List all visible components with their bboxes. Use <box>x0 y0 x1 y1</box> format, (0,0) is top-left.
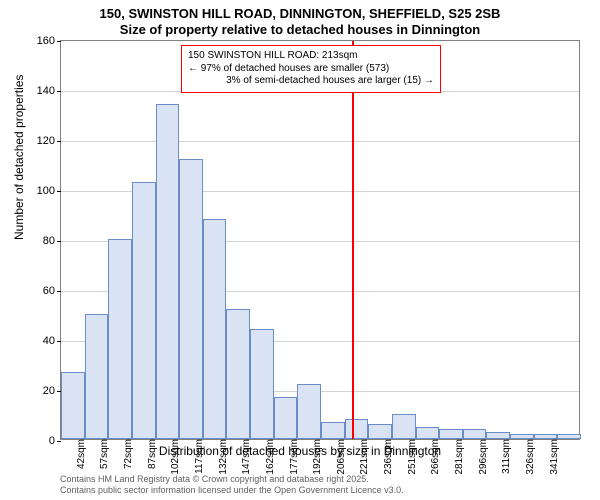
histogram-bar <box>345 419 369 439</box>
y-tick-mark <box>57 341 61 342</box>
histogram-bar <box>416 427 440 440</box>
y-tick-mark <box>57 191 61 192</box>
histogram-bar <box>557 434 581 439</box>
histogram-bar <box>226 309 250 439</box>
histogram-bar <box>132 182 156 440</box>
histogram-bar <box>392 414 416 439</box>
x-axis-label: Distribution of detached houses by size … <box>0 444 600 458</box>
annotation-box: 150 SWINSTON HILL ROAD: 213sqm← 97% of d… <box>181 45 441 93</box>
histogram-bar <box>368 424 392 439</box>
grid-line <box>61 141 579 142</box>
histogram-bar <box>85 314 109 439</box>
title-block: 150, SWINSTON HILL ROAD, DINNINGTON, SHE… <box>0 0 600 37</box>
histogram-bar <box>297 384 321 439</box>
y-tick-mark <box>57 41 61 42</box>
title-line-1: 150, SWINSTON HILL ROAD, DINNINGTON, SHE… <box>0 6 600 22</box>
histogram-bar <box>463 429 487 439</box>
y-tick-mark <box>57 441 61 442</box>
histogram-bar <box>61 372 85 440</box>
histogram-bar <box>156 104 180 439</box>
title-line-2: Size of property relative to detached ho… <box>0 22 600 38</box>
histogram-bar <box>321 422 345 440</box>
y-tick-mark <box>57 241 61 242</box>
y-tick-mark <box>57 91 61 92</box>
footer-line-2: Contains public sector information licen… <box>60 485 404 496</box>
annotation-line: 3% of semi-detached houses are larger (1… <box>188 75 434 88</box>
histogram-bar <box>203 219 227 439</box>
chart-wrap: 02040608010012014016042sqm57sqm72sqm87sq… <box>60 40 580 440</box>
histogram-bar <box>439 429 463 439</box>
histogram-bar <box>274 397 298 440</box>
histogram-bar <box>486 432 510 440</box>
annotation-line: ← 97% of detached houses are smaller (57… <box>188 63 434 76</box>
footer-note: Contains HM Land Registry data © Crown c… <box>60 474 404 496</box>
histogram-bar <box>108 239 132 439</box>
chart-container: 150, SWINSTON HILL ROAD, DINNINGTON, SHE… <box>0 0 600 500</box>
plot-area: 02040608010012014016042sqm57sqm72sqm87sq… <box>60 40 580 440</box>
histogram-bar <box>250 329 274 439</box>
histogram-bar <box>179 159 203 439</box>
footer-line-1: Contains HM Land Registry data © Crown c… <box>60 474 404 485</box>
y-tick-mark <box>57 291 61 292</box>
y-axis-label: Number of detached properties <box>12 75 26 240</box>
annotation-line: 150 SWINSTON HILL ROAD: 213sqm <box>188 50 434 63</box>
reference-line <box>352 41 354 439</box>
y-tick-mark <box>57 141 61 142</box>
